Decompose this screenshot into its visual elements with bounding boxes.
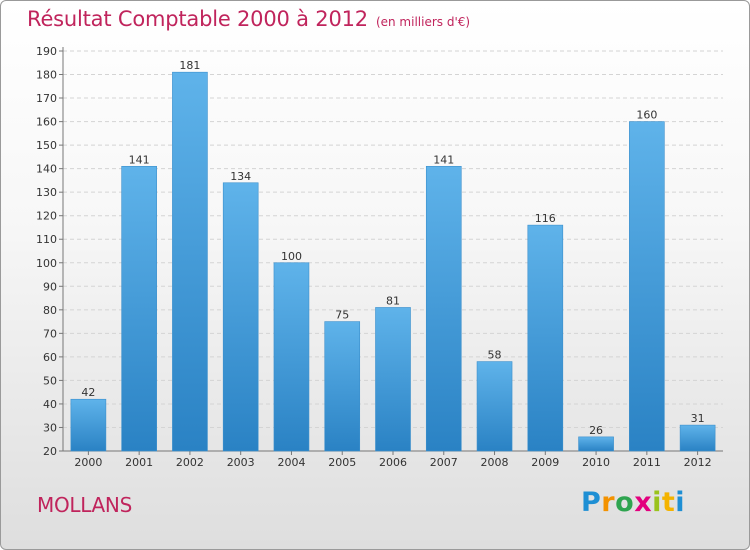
bar-value-label: 26 [589,424,603,437]
logo-letter: t [661,487,676,518]
logo-letter: i [675,487,686,518]
y-tick-label: 100 [36,257,57,270]
y-tick-label: 170 [36,92,57,105]
x-tick-label: 2009 [531,456,559,469]
bar-value-label: 31 [691,412,705,425]
x-tick-label: 2007 [430,456,458,469]
bar [273,262,310,452]
y-tick-label: 180 [36,69,57,82]
bar [425,165,462,452]
bar-value-label: 75 [335,309,349,322]
x-tick-label: 2011 [633,456,661,469]
x-tick-label: 2010 [582,456,610,469]
y-tick-label: 160 [36,116,57,129]
bar [527,224,564,452]
x-tick-label: 2005 [328,456,356,469]
y-tick-label: 20 [43,445,57,458]
bar-value-label: 141 [433,153,454,166]
bar [476,361,513,452]
logo-letter: x [634,487,653,518]
y-tick-label: 150 [36,139,57,152]
x-tick-label: 2001 [125,456,153,469]
y-tick-label: 120 [36,210,57,223]
bar-value-label: 42 [81,386,95,399]
chart-title-text: Résultat Comptable 2000 à 2012 [27,7,368,31]
y-tick-label: 50 [43,374,57,387]
bar [578,436,614,452]
bar [679,424,716,452]
logo-letter: r [601,487,616,518]
bar-value-label: 116 [535,212,556,225]
bar-value-label: 81 [386,294,400,307]
bar-value-label: 58 [488,349,502,362]
x-tick-label: 2008 [481,456,509,469]
bar-value-label: 160 [636,109,657,122]
logo-letter: P [581,487,602,518]
y-tick-label: 140 [36,163,57,176]
proxiti-logo: Proxiti [581,487,685,518]
x-tick-label: 2003 [227,456,255,469]
y-tick-label: 110 [36,233,57,246]
y-tick-label: 130 [36,186,57,199]
x-tick-label: 2002 [176,456,204,469]
y-tick-label: 70 [43,327,57,340]
bar [324,321,361,452]
y-tick-label: 60 [43,351,57,364]
bar-value-label: 134 [230,170,251,183]
x-tick-label: 2012 [684,456,712,469]
logo-letter: o [615,487,635,518]
y-tick-label: 30 [43,421,57,434]
bar-value-label: 181 [179,59,200,72]
logo-letter: i [652,487,662,518]
chart-unit: (en milliers d'€) [375,15,471,29]
x-tick-label: 2006 [379,456,407,469]
bar [70,398,107,452]
bar [222,182,259,452]
place-name: MOLLANS [37,493,132,517]
y-tick-label: 190 [36,45,57,58]
x-tick-label: 2000 [74,456,102,469]
bars [70,71,716,452]
bar [121,165,157,452]
y-tick-label: 40 [43,398,57,411]
chart-title: Résultat Comptable 2000 à 2012 (en millie… [27,7,470,31]
y-tick-label: 80 [43,304,57,317]
bar [172,71,208,452]
bar-value-label: 141 [129,153,150,166]
labels: 42 2000 141 2001 181 2002 134 2003 100 2004 75 2005… [74,59,711,469]
bar [375,307,411,452]
bar [629,121,665,452]
x-tick-label: 2004 [277,456,305,469]
bar-value-label: 100 [281,250,302,263]
y-tick-label: 90 [43,280,57,293]
